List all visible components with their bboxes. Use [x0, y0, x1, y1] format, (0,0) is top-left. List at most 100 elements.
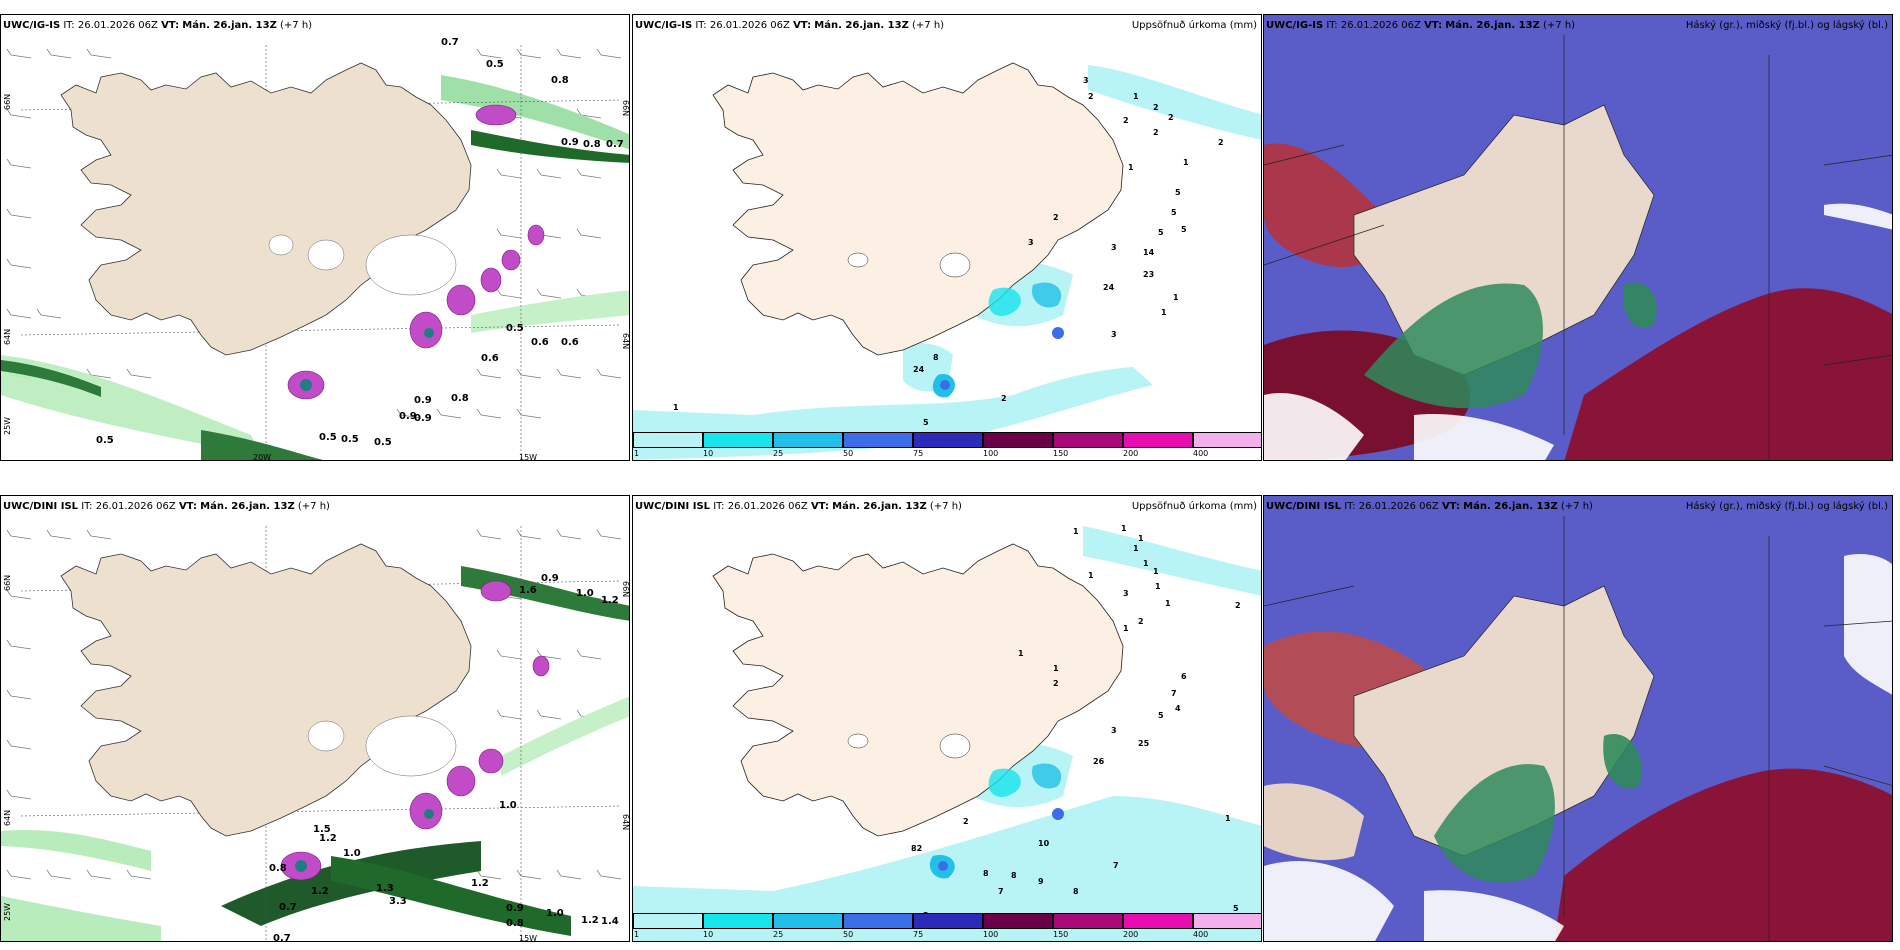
colorbar-segment [983, 432, 1053, 448]
precip-value: 1 [1183, 158, 1189, 167]
lat-label: 66N [3, 575, 12, 591]
precip-value: 2 [1053, 679, 1059, 688]
lat-label: 66N [621, 100, 630, 116]
colorbar-segment [1053, 913, 1123, 929]
lon-label: 15W [519, 934, 537, 942]
panel-header: UWC/DINI ISL IT: 26.01.2026 06Z VT: Mán.… [1266, 501, 1593, 512]
colorbar-label: 50 [843, 930, 854, 939]
colorbar-label: 150 [1053, 930, 1069, 939]
precip-colorbar: 1 10 25 50 75 100 150 200 400 [633, 913, 1261, 939]
wind-value: 0.6 [481, 353, 499, 364]
precip-value: 1 [1018, 649, 1024, 658]
precip-value: 1 [1121, 524, 1127, 533]
wind-value: 1.0 [499, 800, 517, 811]
lat-label: 66N [3, 94, 12, 110]
colorbar-segment [633, 913, 703, 929]
precip-value: 5 [1181, 225, 1187, 234]
precip-value: 1 [1053, 664, 1059, 673]
wind-speed-labels: 0.9 1.0 1.2 1.6 1.0 1.2 1.5 1.0 0.8 1.2 … [269, 573, 619, 942]
colorbar-segment [983, 913, 1053, 929]
precip-value: 2 [1123, 116, 1129, 125]
wind-value: 1.2 [601, 595, 619, 606]
panel-title: Háský (gr.), miðský (fj.bl.) og lágský (… [1685, 501, 1888, 512]
wind-value: 1.5 [313, 824, 331, 835]
precip-value: 2 [1235, 601, 1241, 610]
precip-value: 1 [1143, 559, 1149, 568]
precip-value: 3 [1111, 243, 1117, 252]
precip-value: 8 [933, 353, 939, 362]
precip-value: 25 [1138, 739, 1150, 748]
precip-value: 10 [1038, 839, 1050, 848]
lat-label: 64N [621, 333, 630, 349]
panel-title: Uppsöfnuð úrkoma (mm) [1131, 20, 1257, 31]
panel-dini-precip: 1 1 1 1 1 1 1 2 1 1 1 3 2 1 6 7 4 5 3 25… [632, 495, 1262, 942]
wind-value: 1.0 [343, 848, 361, 859]
wind-value: 0.5 [319, 432, 337, 443]
precip-value: 8 [1011, 871, 1017, 880]
precip-value: 3 [1111, 726, 1117, 735]
precip-value: 5 [923, 418, 929, 427]
precip-value: 1 [1088, 571, 1094, 580]
precip-value: 5 [1175, 188, 1181, 197]
wind-value: 0.5 [374, 437, 392, 448]
colorbar-segment [913, 913, 983, 929]
panel-header: UWC/IG-IS IT: 26.01.2026 06Z VT: Mán. 26… [3, 20, 313, 31]
precip-value: 1 [1165, 599, 1171, 608]
precip-map: 1 1 1 1 1 1 1 2 1 1 1 3 2 1 6 7 4 5 3 25… [633, 524, 1261, 941]
wind-value: 0.7 [273, 933, 291, 942]
colorbar-segment [703, 913, 773, 929]
precip-value: 2 [1053, 213, 1059, 222]
precip-value: 2 [1138, 617, 1144, 626]
precip-value: 5 [1171, 208, 1177, 217]
wind-map: 0.7 0.5 0.8 0.9 0.8 0.7 0.5 0.6 0.6 0.6 … [1, 37, 630, 461]
lon-label: 25W [3, 903, 12, 921]
precip-value: 1 [1161, 308, 1167, 317]
wind-value: 1.2 [311, 886, 329, 897]
precip-value: 1 [1123, 624, 1129, 633]
wind-value: 0.8 [551, 75, 569, 86]
panel-header: UWC/IG-IS IT: 26.01.2026 06Z VT: Mán. 26… [1266, 20, 1576, 31]
cloud-map [1264, 15, 1892, 460]
precip-value: 1 [1138, 534, 1144, 543]
lon-label: 15W [519, 453, 537, 461]
precip-value: 2 [1001, 394, 1007, 403]
colorbar-segment [1123, 432, 1193, 448]
wind-value: 0.9 [399, 411, 417, 422]
wind-value: 1.2 [581, 915, 599, 926]
precip-value: 23 [1143, 270, 1154, 279]
panel-header: UWC/DINI ISL IT: 26.01.2026 06Z VT: Mán.… [3, 501, 330, 512]
colorbar-segment [703, 432, 773, 448]
colorbar-label: 1 [634, 449, 640, 458]
colorbar-label: 25 [773, 930, 784, 939]
precip-value: 2 [963, 817, 969, 826]
lat-label: 64N [3, 810, 12, 826]
precip-value: 2 [1168, 113, 1174, 122]
wind-value: 1.2 [471, 878, 489, 889]
precip-value: 2 [1088, 92, 1094, 101]
wind-value: 0.9 [561, 137, 579, 148]
wind-value: 0.7 [279, 902, 297, 913]
colorbar-label: 10 [703, 449, 714, 458]
colorbar-segment [773, 913, 843, 929]
precip-value: 3 [1111, 330, 1117, 339]
precip-value: 1 [673, 403, 679, 412]
wind-value: 0.7 [606, 139, 624, 150]
precip-value: 24 [1103, 283, 1115, 292]
wind-value: 1.0 [576, 588, 594, 599]
precip-value: 1 [1225, 814, 1231, 823]
precip-value: 3 [1083, 76, 1089, 85]
wind-value: 0.5 [96, 435, 114, 446]
colorbar-segment [633, 432, 703, 448]
precip-value: 24 [913, 365, 925, 374]
wind-value: 0.9 [414, 413, 432, 424]
panel-dini-wind: 0.9 1.0 1.2 1.6 1.0 1.2 1.5 1.0 0.8 1.2 … [0, 495, 630, 942]
panel-ig-wind: 0.7 0.5 0.8 0.9 0.8 0.7 0.5 0.6 0.6 0.6 … [0, 14, 630, 461]
precip-value: 8 [1073, 887, 1079, 896]
wind-value: 0.8 [269, 863, 287, 874]
precip-value: 82 [911, 844, 922, 853]
wind-value: 0.8 [506, 918, 524, 929]
precip-value: 5 [1158, 228, 1164, 237]
precip-value: 1 [1133, 544, 1139, 553]
precip-value: 1 [1173, 293, 1179, 302]
precip-value: 3 [1123, 589, 1129, 598]
